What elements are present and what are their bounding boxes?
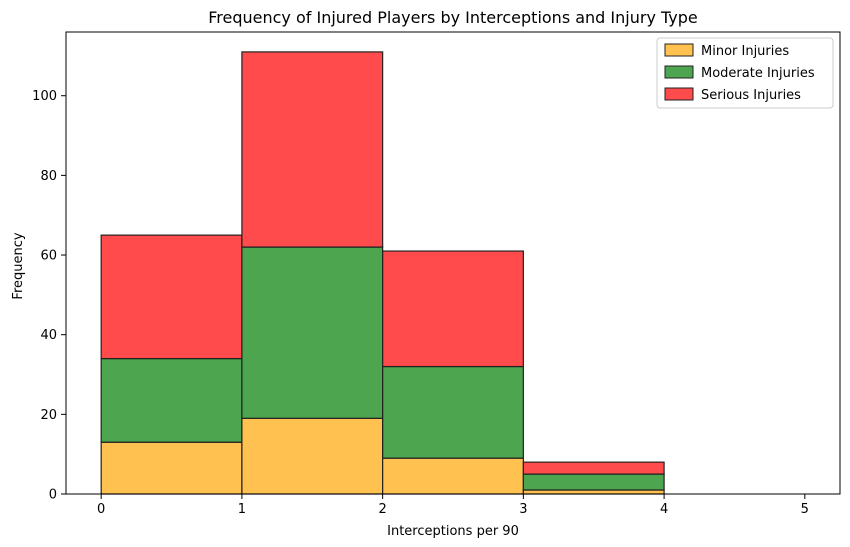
y-tick-label: 60 <box>40 249 57 264</box>
bar-moderate-injuries-bin-3 <box>522 473 665 491</box>
legend: Minor Injuries Moderate Injuries Serious I… <box>656 37 834 109</box>
bar-serious-injuries-bin-3 <box>522 461 665 475</box>
bar-moderate-injuries-bin-0 <box>100 357 243 443</box>
bar-serious-injuries-bin-0 <box>100 234 243 360</box>
y-axis-label: Frequency <box>11 232 26 299</box>
bar-serious-injuries-bin-1 <box>241 51 384 248</box>
x-tick-label: 1 <box>238 502 246 517</box>
bar-minor-injuries-bin-1 <box>241 417 384 495</box>
bar-minor-injuries-bin-0 <box>100 441 243 495</box>
x-tick-label: 3 <box>519 502 527 517</box>
x-axis-label: Interceptions per 90 <box>387 524 519 539</box>
bars-layer <box>100 51 665 495</box>
legend-label-serious-injuries: Serious Injuries <box>701 88 801 103</box>
x-tick-label: 4 <box>660 502 668 517</box>
plot-frame <box>65 31 841 495</box>
bar-minor-injuries-bin-2 <box>382 457 524 495</box>
y-tick-label: 100 <box>32 89 57 104</box>
y-tick-label: 40 <box>40 328 57 343</box>
chart-title: Frequency of Injured Players by Intercep… <box>208 8 698 27</box>
y-tick-label: 20 <box>40 408 57 423</box>
x-tick-label: 5 <box>801 502 809 517</box>
legend-swatch-serious-injuries <box>664 87 694 101</box>
legend-label-minor-injuries: Minor Injuries <box>701 44 789 59</box>
y-tick-label: 0 <box>49 488 57 503</box>
x-tick-label: 2 <box>378 502 386 517</box>
y-axis: 0 20 40 60 80 100 <box>32 89 66 503</box>
bar-serious-injuries-bin-2 <box>382 250 524 368</box>
legend-label-moderate-injuries: Moderate Injuries <box>701 66 815 81</box>
bar-moderate-injuries-bin-2 <box>382 365 524 459</box>
legend-box <box>656 37 834 109</box>
x-axis: 0 1 2 3 4 5 <box>97 494 809 517</box>
y-tick-label: 80 <box>40 169 57 184</box>
bar-moderate-injuries-bin-1 <box>241 246 384 419</box>
legend-swatch-moderate-injuries <box>664 65 694 79</box>
legend-swatch-minor-injuries <box>664 43 694 57</box>
x-tick-label: 0 <box>97 502 105 517</box>
